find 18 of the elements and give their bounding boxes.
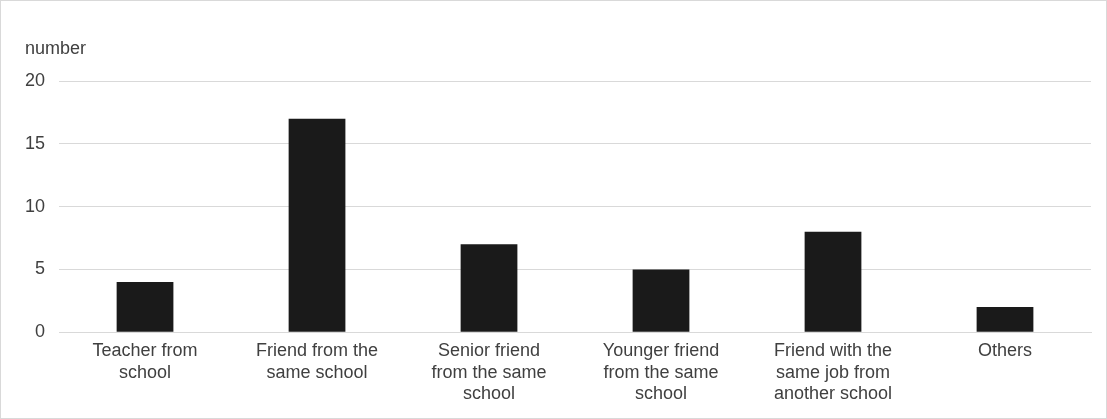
- x-tick-label: Younger friend from the same school: [602, 339, 720, 404]
- x-tick-label: Others: [977, 339, 1033, 360]
- x-tick-label: Friend from the same school: [255, 339, 379, 382]
- bar: [632, 269, 690, 332]
- bar: [116, 281, 174, 332]
- y-axis-title: number: [25, 37, 87, 58]
- y-tick-label: 10: [24, 195, 46, 216]
- bar: [976, 307, 1034, 332]
- bar: [804, 231, 862, 332]
- x-tick-label: Teacher from school: [92, 339, 198, 382]
- bar: [460, 244, 518, 332]
- x-tick-label: Friend with the same job from another school: [773, 339, 893, 404]
- y-tick-label: 15: [24, 132, 46, 153]
- y-tick-label: 5: [35, 258, 46, 279]
- y-tick-label: 20: [24, 69, 46, 90]
- y-tick-label: 0: [35, 321, 46, 342]
- x-tick-label: Senior friend from the same school: [431, 339, 547, 404]
- bar: [288, 118, 346, 332]
